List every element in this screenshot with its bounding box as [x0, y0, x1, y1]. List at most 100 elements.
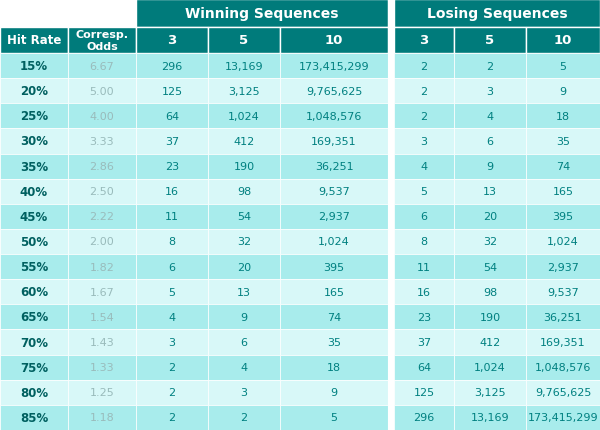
Text: 395: 395 — [553, 212, 574, 222]
Bar — [388, 330, 394, 355]
Bar — [454, 179, 526, 204]
Text: 3.33: 3.33 — [89, 137, 115, 147]
Bar — [68, 304, 136, 330]
Bar — [280, 129, 388, 154]
Bar — [68, 54, 136, 79]
Text: 80%: 80% — [20, 386, 48, 399]
Bar — [454, 355, 526, 380]
Text: 1.33: 1.33 — [89, 362, 115, 372]
Bar — [526, 355, 600, 380]
Text: 54: 54 — [237, 212, 251, 222]
Text: 2.22: 2.22 — [89, 212, 115, 222]
Bar — [454, 304, 526, 330]
Bar — [394, 380, 454, 405]
Text: 35: 35 — [556, 137, 570, 147]
Bar — [208, 380, 280, 405]
Bar — [0, 104, 68, 129]
Bar — [280, 79, 388, 104]
Text: 70%: 70% — [20, 336, 48, 349]
Text: 4.00: 4.00 — [89, 111, 115, 122]
Text: 169,351: 169,351 — [540, 337, 586, 347]
Text: Losing Sequences: Losing Sequences — [427, 7, 568, 21]
Text: 20: 20 — [237, 262, 251, 272]
Bar — [0, 405, 68, 430]
Text: 5: 5 — [169, 287, 176, 297]
Text: 2.00: 2.00 — [89, 237, 115, 247]
Text: 173,415,299: 173,415,299 — [527, 412, 598, 422]
Text: 13,169: 13,169 — [224, 61, 263, 71]
Bar — [454, 280, 526, 304]
Bar — [208, 255, 280, 280]
Bar — [454, 129, 526, 154]
Text: 5: 5 — [421, 187, 427, 197]
Text: 3: 3 — [241, 387, 248, 397]
Bar — [394, 79, 454, 104]
Text: 6: 6 — [421, 212, 427, 222]
Bar — [454, 79, 526, 104]
Bar — [0, 229, 68, 255]
Text: 10: 10 — [554, 34, 572, 47]
Bar — [136, 104, 208, 129]
Bar — [454, 380, 526, 405]
Text: 64: 64 — [165, 111, 179, 122]
Bar — [0, 79, 68, 104]
Bar — [68, 104, 136, 129]
Bar — [388, 380, 394, 405]
Text: 3: 3 — [419, 34, 428, 47]
Bar — [388, 0, 394, 28]
Bar — [388, 79, 394, 104]
Text: 5.00: 5.00 — [89, 86, 115, 96]
Text: 13,169: 13,169 — [470, 412, 509, 422]
Bar — [394, 204, 454, 229]
Bar — [208, 154, 280, 179]
Bar — [388, 204, 394, 229]
Text: 190: 190 — [233, 162, 254, 172]
Bar — [208, 229, 280, 255]
Text: 9,537: 9,537 — [318, 187, 350, 197]
Text: 1,024: 1,024 — [474, 362, 506, 372]
Text: 3,125: 3,125 — [228, 86, 260, 96]
Bar — [136, 355, 208, 380]
Text: Winning Sequences: Winning Sequences — [185, 7, 339, 21]
Text: 11: 11 — [417, 262, 431, 272]
Text: 1.67: 1.67 — [89, 287, 115, 297]
Bar — [280, 255, 388, 280]
Bar — [526, 79, 600, 104]
Bar — [0, 330, 68, 355]
Bar — [526, 405, 600, 430]
Bar — [136, 179, 208, 204]
Text: 54: 54 — [483, 262, 497, 272]
Text: 30%: 30% — [20, 135, 48, 148]
Bar — [208, 179, 280, 204]
Bar — [136, 405, 208, 430]
Bar — [208, 54, 280, 79]
Bar — [394, 179, 454, 204]
Text: 16: 16 — [165, 187, 179, 197]
Text: 173,415,299: 173,415,299 — [299, 61, 370, 71]
Bar — [388, 355, 394, 380]
Text: 4: 4 — [421, 162, 428, 172]
Text: Hit Rate: Hit Rate — [7, 34, 61, 47]
Bar — [0, 380, 68, 405]
Bar — [68, 330, 136, 355]
Bar — [208, 104, 280, 129]
Bar — [280, 229, 388, 255]
Text: 98: 98 — [237, 187, 251, 197]
Text: 11: 11 — [165, 212, 179, 222]
Text: 125: 125 — [161, 86, 182, 96]
Text: 1.43: 1.43 — [89, 337, 115, 347]
Bar — [454, 54, 526, 79]
Bar — [394, 104, 454, 129]
Bar — [388, 280, 394, 304]
Text: 45%: 45% — [20, 210, 48, 223]
Text: 85%: 85% — [20, 411, 48, 424]
Bar — [526, 154, 600, 179]
Bar — [68, 28, 136, 54]
Bar — [394, 0, 600, 28]
Bar — [208, 204, 280, 229]
Bar — [280, 204, 388, 229]
Bar — [454, 255, 526, 280]
Bar — [136, 54, 208, 79]
Text: 74: 74 — [327, 312, 341, 322]
Text: 75%: 75% — [20, 361, 48, 374]
